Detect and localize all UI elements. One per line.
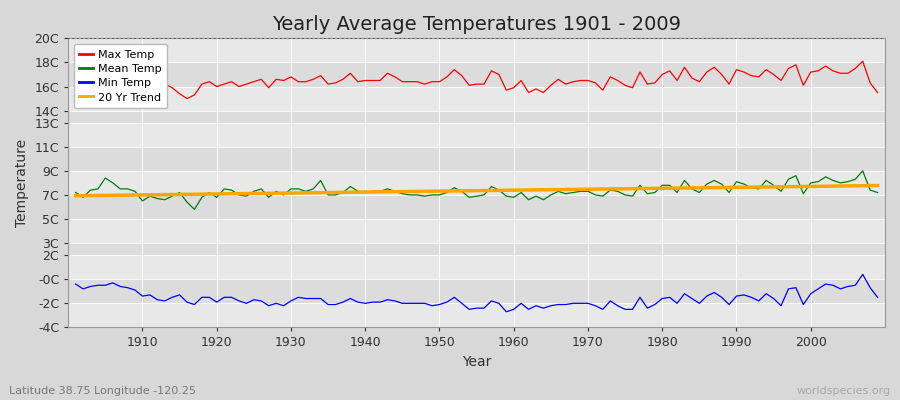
Bar bbox=[68, 243, 885, 255]
Bar bbox=[68, 86, 885, 111]
Bar bbox=[68, 111, 885, 123]
Bar bbox=[68, 303, 885, 328]
Legend: Max Temp, Mean Temp, Min Temp, 20 Yr Trend: Max Temp, Mean Temp, Min Temp, 20 Yr Tre… bbox=[74, 44, 167, 108]
Bar bbox=[68, 279, 885, 303]
Title: Yearly Average Temperatures 1901 - 2009: Yearly Average Temperatures 1901 - 2009 bbox=[272, 15, 681, 34]
Bar bbox=[68, 62, 885, 86]
Bar bbox=[68, 255, 885, 279]
Bar bbox=[68, 171, 885, 195]
X-axis label: Year: Year bbox=[462, 355, 491, 369]
Bar bbox=[68, 219, 885, 243]
Bar bbox=[68, 123, 885, 147]
Bar bbox=[68, 195, 885, 219]
Text: worldspecies.org: worldspecies.org bbox=[796, 386, 891, 396]
Text: Latitude 38.75 Longitude -120.25: Latitude 38.75 Longitude -120.25 bbox=[9, 386, 196, 396]
Y-axis label: Temperature: Temperature bbox=[15, 139, 29, 227]
Bar bbox=[68, 38, 885, 62]
Bar bbox=[68, 147, 885, 171]
